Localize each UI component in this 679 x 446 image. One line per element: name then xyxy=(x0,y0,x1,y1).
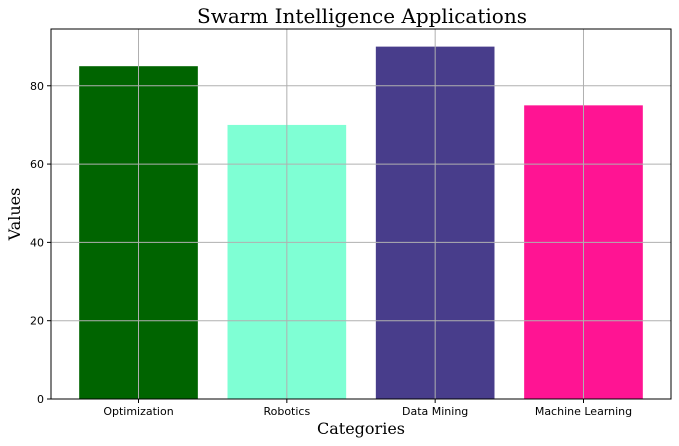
x-tick-label: Machine Learning xyxy=(535,405,632,418)
axis-ticks: 0 20 40 60 80 Optimization Robotics Data Mining… xyxy=(30,80,632,418)
x-tick-label: Robotics xyxy=(263,405,310,418)
x-tick-label: Optimization xyxy=(103,405,173,418)
y-tick-label: 60 xyxy=(30,158,44,171)
chart-title: Swarm Intelligence Applications xyxy=(197,4,527,28)
y-tick-label: 20 xyxy=(30,315,44,328)
y-tick-label: 80 xyxy=(30,80,44,93)
y-axis-label: Values xyxy=(5,188,24,242)
x-tick-label: Data Mining xyxy=(402,405,468,418)
plot-frame xyxy=(50,28,672,400)
bars xyxy=(79,46,643,399)
grid-lines xyxy=(51,29,671,399)
x-axis-label: Categories xyxy=(317,419,405,438)
y-tick-label: 0 xyxy=(37,393,44,406)
y-tick-label: 40 xyxy=(30,236,44,249)
